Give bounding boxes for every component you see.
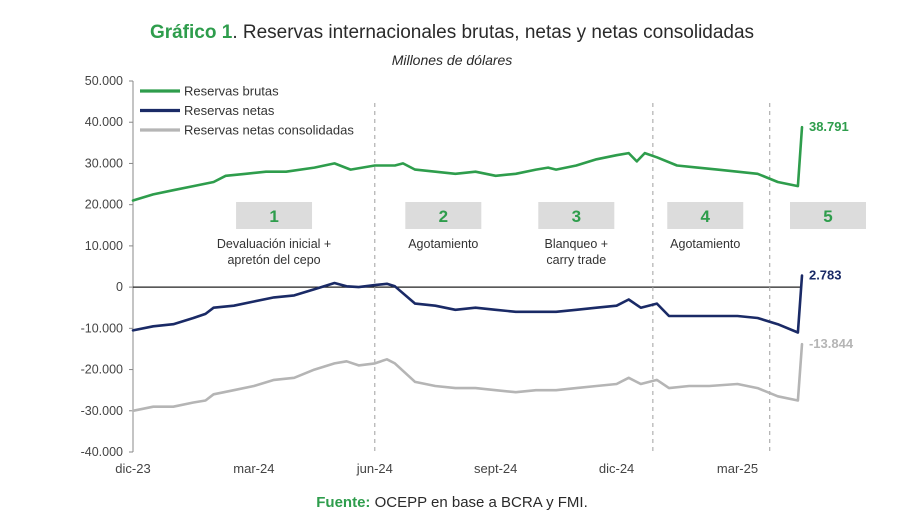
source-label: Fuente: bbox=[316, 494, 371, 511]
phases-layer: 1 Devaluación inicial + apretón del cepo 2 A… bbox=[217, 103, 866, 452]
y-tick-label: -30.000 bbox=[81, 404, 123, 418]
y-tick-label: 50.000 bbox=[85, 74, 123, 88]
phase-label: Blanqueo + bbox=[544, 237, 608, 251]
phase-number: 2 bbox=[439, 207, 448, 226]
x-tick-label: dic-23 bbox=[115, 461, 150, 476]
chart-title-lead: Gráfico 1 bbox=[149, 22, 233, 43]
legend-label-brutas: Reservas brutas bbox=[184, 84, 279, 99]
source-note: Fuente: OCEPP en base a BCRA y FMI. bbox=[0, 494, 904, 511]
x-tick-label: mar-24 bbox=[233, 461, 274, 476]
phase-label: Agotamiento bbox=[670, 237, 740, 251]
phase-box bbox=[667, 202, 744, 229]
series-layer: 38.791 2.783 -13.844 bbox=[131, 119, 854, 413]
legend-label-consolidadas: Reservas netas consolidadas bbox=[184, 123, 354, 138]
phase-box bbox=[538, 202, 615, 229]
y-tick-label: 10.000 bbox=[85, 239, 123, 253]
legend: Reservas brutas Reservas netas Reservas ne… bbox=[140, 84, 354, 138]
y-tick-label: -40.000 bbox=[81, 445, 123, 459]
y-tick-label: 30.000 bbox=[85, 156, 123, 170]
y-tick-label: -10.000 bbox=[81, 321, 123, 335]
x-tick-label: mar-25 bbox=[717, 461, 758, 476]
phase-number: 3 bbox=[572, 207, 581, 226]
phase-box bbox=[236, 202, 313, 229]
end-value-label-netas: 2.783 bbox=[809, 268, 842, 283]
x-tick-label: jun-24 bbox=[356, 461, 393, 476]
phase-number: 5 bbox=[823, 207, 832, 226]
chart-subtitle: Millones de dólares bbox=[391, 52, 513, 68]
phase-label: carry trade bbox=[546, 253, 606, 267]
source-text: OCEPP en base a BCRA y FMI. bbox=[370, 494, 588, 511]
x-tick-label: dic-24 bbox=[599, 461, 634, 476]
y-tick-label: -20.000 bbox=[81, 363, 123, 377]
phase-number: 4 bbox=[701, 207, 711, 226]
axes-layer: 50.000 40.000 30.000 20.000 10.000 0 -10.000 -2… bbox=[81, 74, 802, 476]
x-tick-label: sept-24 bbox=[474, 461, 517, 476]
phase-label: Agotamiento bbox=[408, 237, 478, 251]
phase-label: apretón del cepo bbox=[227, 253, 320, 267]
y-tick-label: 40.000 bbox=[85, 115, 123, 129]
series-line-brutas bbox=[131, 125, 804, 202]
series-line-consolidadas bbox=[131, 342, 804, 413]
phase-label: Devaluación inicial + bbox=[217, 237, 331, 251]
y-tick-label: 0 bbox=[116, 280, 123, 294]
chart-title-rest: . Reservas internacionales brutas, netas… bbox=[232, 22, 755, 43]
phase-box bbox=[790, 202, 866, 229]
legend-label-netas: Reservas netas bbox=[184, 103, 275, 118]
phase-box bbox=[405, 202, 482, 229]
end-value-label-brutas: 38.791 bbox=[809, 119, 849, 134]
chart-title: Gráfico 1. Reservas internacionales brut… bbox=[0, 22, 904, 44]
series-line-netas bbox=[131, 274, 804, 334]
y-tick-label: 20.000 bbox=[85, 198, 123, 212]
phase-number: 1 bbox=[269, 207, 278, 226]
end-value-label-consolidadas: -13.844 bbox=[809, 336, 854, 351]
